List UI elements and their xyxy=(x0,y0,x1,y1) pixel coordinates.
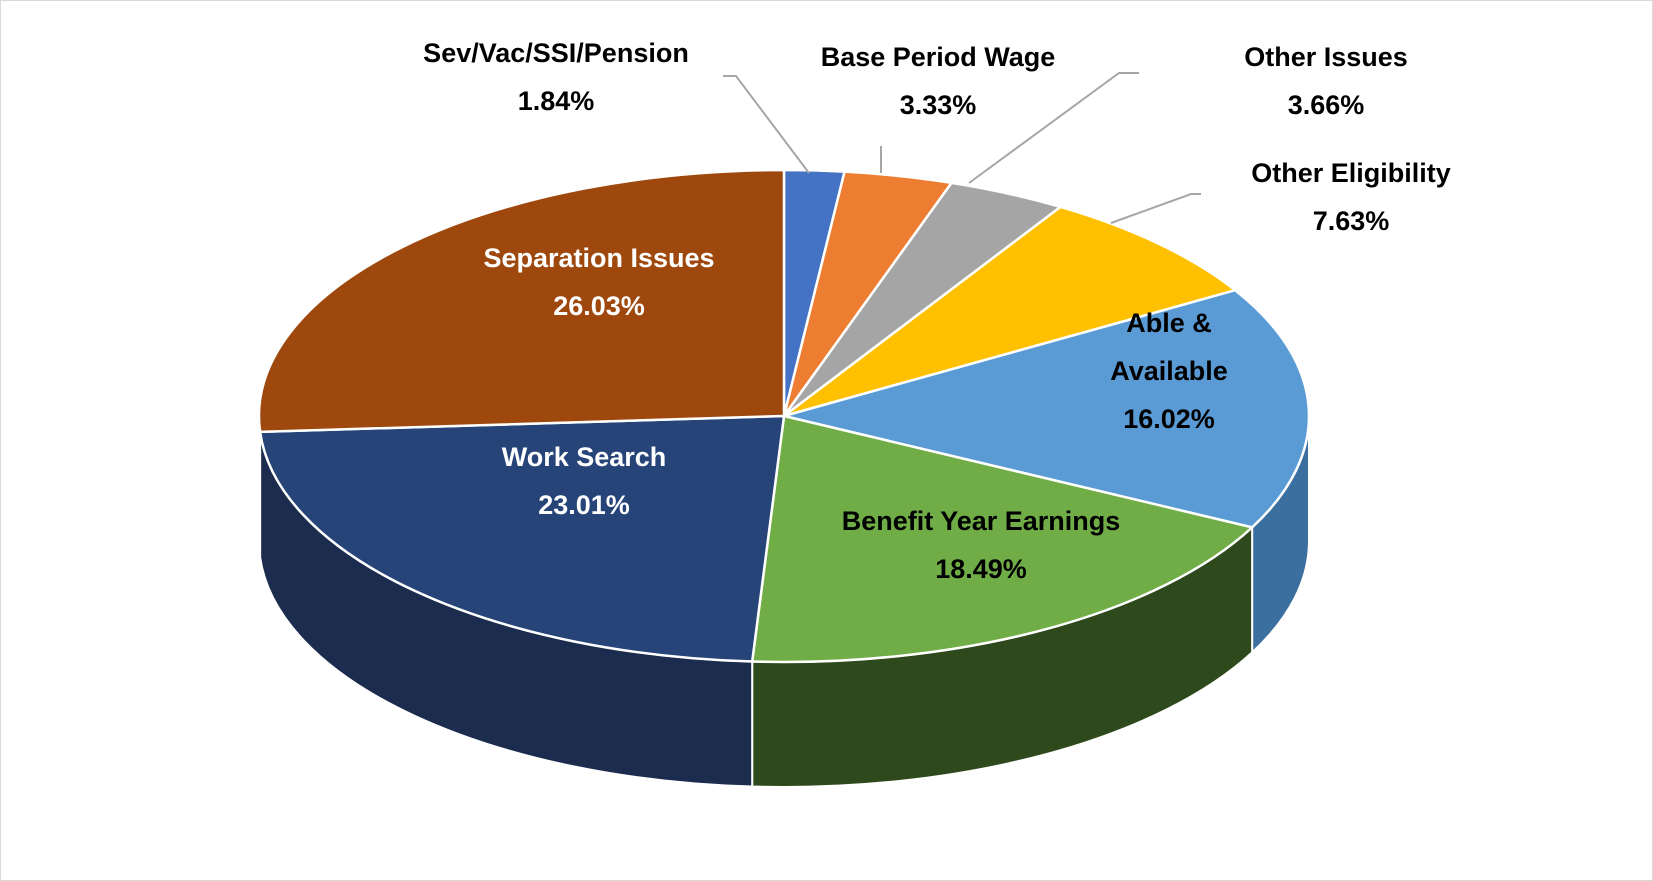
value-label: 7.63% xyxy=(1312,206,1390,236)
value-label: 16.02% xyxy=(1123,404,1215,434)
category-label: Other Issues xyxy=(1244,42,1408,72)
category-label: Other Eligibility xyxy=(1251,158,1451,188)
category-label: Base Period Wage xyxy=(820,42,1056,72)
value-label: 1.84% xyxy=(517,86,595,116)
value-label: 26.03% xyxy=(553,291,645,321)
label-other-eligibility: Other Eligibility 7.63% xyxy=(1251,149,1451,245)
category-label: Separation Issues xyxy=(483,243,715,273)
category-label: Work Search xyxy=(501,442,667,472)
label-base-period: Base Period Wage 3.33% xyxy=(821,33,1056,129)
value-label: 23.01% xyxy=(538,490,630,520)
value-label: 3.66% xyxy=(1287,90,1365,120)
leader-line-other-issues xyxy=(968,72,1139,184)
label-benefit-year: Benefit Year Earnings 18.49% xyxy=(842,497,1121,593)
value-label: 3.33% xyxy=(899,90,977,120)
leader-line-sev-vac xyxy=(723,75,810,174)
slice-other-eligibility[interactable] xyxy=(782,205,1237,418)
category-label: Benefit Year Earnings xyxy=(841,506,1121,536)
leader-line-other-eligibility xyxy=(1110,193,1201,224)
slice-work-search[interactable] xyxy=(258,414,786,663)
slice-separation[interactable] xyxy=(257,168,786,434)
category-label: Sev/Vac/SSI/Pension xyxy=(423,38,689,68)
label-able-available: Able & Available 16.02% xyxy=(1084,299,1254,443)
label-separation: Separation Issues 26.03% xyxy=(483,234,714,330)
slice-benefit-year[interactable] xyxy=(750,414,1254,664)
category-label: Able & Available xyxy=(1110,308,1228,386)
label-work-search: Work Search 23.01% xyxy=(502,433,667,529)
label-other-issues: Other Issues 3.66% xyxy=(1244,33,1408,129)
slice-able-available[interactable] xyxy=(782,288,1311,529)
label-sev-vac: Sev/Vac/SSI/Pension 1.84% xyxy=(423,29,689,125)
value-label: 18.49% xyxy=(935,554,1027,584)
